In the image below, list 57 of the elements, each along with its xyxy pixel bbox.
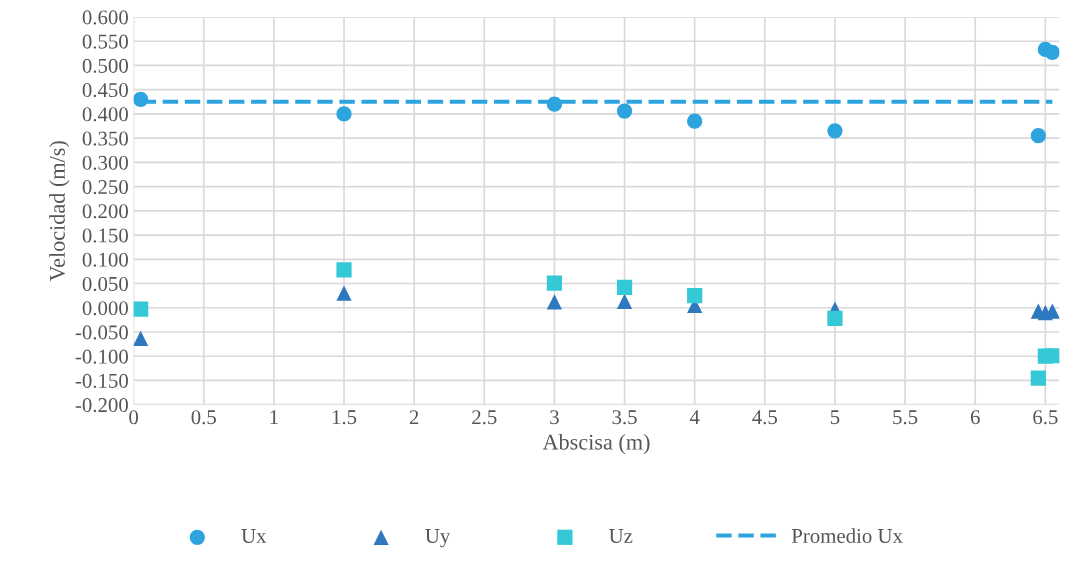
x-tick-label: 3 [550,410,559,425]
y-tick-label: 0.100 [82,252,128,267]
x-tick-label: 2 [409,410,419,425]
y-tick-label: 0.300 [82,155,128,170]
y-tick-label: 0.200 [82,204,128,219]
legend-label: Promedio Ux [791,528,903,543]
y-tick-label: 0.600 [82,10,128,25]
point [133,91,149,107]
point [1044,44,1060,60]
x-tick-label: 0 [129,410,139,425]
point [687,288,703,304]
point [546,294,563,310]
point [1030,128,1046,144]
y-tick-label: 0.150 [82,228,128,243]
y-tick-label: -0.100 [75,349,128,364]
point [133,330,149,346]
point [827,310,843,327]
x-tick-label: 6.5 [1033,410,1058,425]
point [336,106,352,122]
point [1044,348,1060,364]
x-tick-label: 6 [970,410,980,425]
point [687,113,703,129]
y-tick-label: 0.050 [82,276,128,292]
x-tick-label: 1.5 [332,410,357,425]
legend-label: Uz [609,529,633,543]
legend-label: Uy [425,529,451,548]
point [1030,370,1046,386]
point [336,285,352,301]
x-tick-label: 4.5 [752,410,778,425]
x-tick-label: 1 [270,410,278,425]
y-tick-label: 0.250 [82,179,128,195]
x-tick-label: 5.5 [893,410,918,425]
y-tick-label: 0.400 [82,107,128,122]
x-axis-title: Abscisa (m) [542,434,650,455]
y-tick-label: 0.550 [82,34,128,49]
y-tick-label: 0.350 [82,131,128,146]
point [546,96,563,112]
y-tick-label: -0.200 [75,398,128,413]
point [616,293,633,310]
y-tick-label: 0.450 [82,83,128,98]
point [546,275,563,291]
point [133,301,149,317]
legend-label: Ux [241,529,267,543]
y-tick-label: -0.150 [75,373,128,388]
x-tick-label: 0.5 [191,410,216,425]
point [827,123,843,139]
x-tick-label: 2.5 [472,410,497,425]
y-tick-label: -0.050 [75,325,128,340]
x-tick-label: 3.5 [612,410,637,425]
point [336,262,352,278]
y-axis-title: Velocidad (m/s) [49,141,70,282]
y-tick-label: 0.500 [82,58,128,73]
x-tick-label: 4 [689,410,700,425]
point [616,103,633,119]
point [616,279,633,296]
y-tick-label: 0.000 [82,301,128,316]
x-tick-label: 5 [830,410,840,425]
